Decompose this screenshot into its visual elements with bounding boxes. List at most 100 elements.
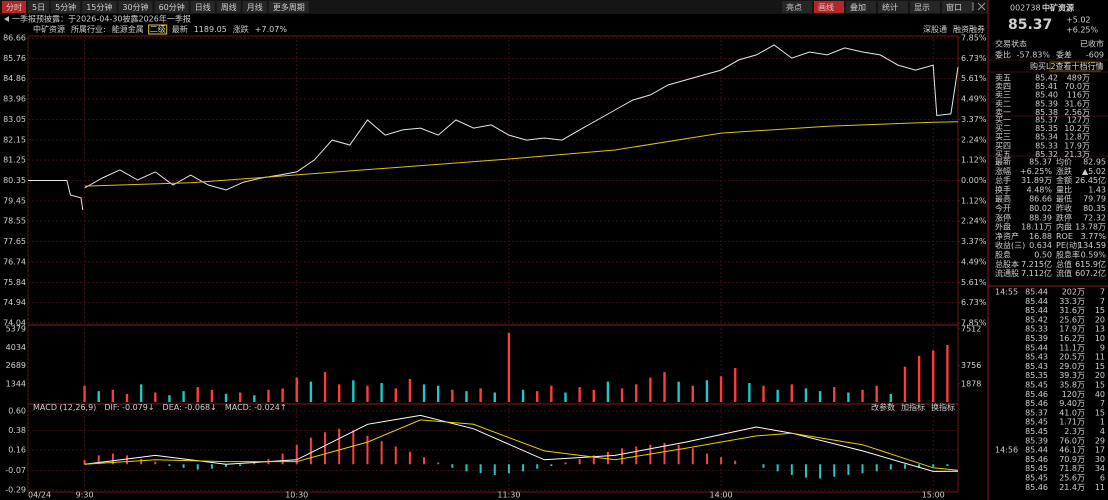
period-tab-bg[interactable]: [190, 1, 215, 13]
dif-line: [84, 414, 959, 472]
stat-label: 换手: [995, 184, 1011, 194]
diff: -609: [1086, 51, 1104, 60]
y-tick-label: 0.38: [8, 426, 26, 435]
volume-bar: [111, 389, 115, 402]
book-volume: 489万: [1067, 74, 1090, 83]
volume-bar: [606, 381, 610, 402]
tool-tab[interactable]: 显示: [914, 3, 930, 12]
trade-count: 30: [1095, 455, 1105, 464]
book-volume: 70.0万: [1064, 82, 1090, 91]
x-tick-label: 10:30: [285, 491, 308, 500]
macd-button[interactable]: 加指标: [901, 402, 925, 412]
tool-tab[interactable]: 画线: [818, 2, 834, 12]
tool-tab-bg[interactable]: [878, 1, 908, 13]
macd-bar: [776, 464, 779, 472]
x-tick-label: 14:00: [710, 491, 733, 500]
info-tag[interactable]: 深股通: [923, 24, 947, 34]
period-tab-bg[interactable]: [2, 1, 26, 13]
period-tab[interactable]: 30分钟: [122, 2, 148, 12]
trade-volume: 9.40万: [1059, 399, 1085, 408]
macd-bar: [182, 464, 185, 468]
x-tick-label: 15:00: [922, 491, 945, 500]
period-tab[interactable]: 更多周期: [273, 2, 305, 12]
volume-bar: [451, 389, 454, 402]
tool-tab-bg[interactable]: [910, 1, 940, 13]
period-tab-bg[interactable]: [216, 1, 241, 13]
y-tick-label: -0.29: [5, 486, 26, 495]
macd-bar: [875, 464, 878, 472]
volume-bar: [932, 350, 935, 402]
info-latest-label: 最新: [172, 24, 188, 34]
period-tab-bg[interactable]: [51, 1, 81, 13]
macd-button[interactable]: 改参数: [871, 402, 895, 412]
macd-button[interactable]: 换指标: [931, 402, 955, 412]
macd-bar: [677, 444, 680, 465]
tool-tab[interactable]: 叠加: [850, 2, 866, 12]
tool-tab[interactable]: 窗口: [946, 2, 962, 12]
macd-bar: [324, 432, 327, 465]
tool-tab[interactable]: 亮点: [786, 2, 802, 12]
tool-tab-bg[interactable]: [846, 1, 876, 13]
y-tick-label: 79.45: [3, 196, 26, 205]
stat-value: 4.48%: [1027, 185, 1053, 194]
period-tab-bg[interactable]: [154, 1, 189, 13]
period-tab[interactable]: 5日: [32, 3, 45, 12]
close-icon[interactable]: [977, 2, 986, 11]
trade-volume: 70.9万: [1059, 455, 1085, 464]
trade-count: 1: [1100, 418, 1105, 427]
volume-bar: [507, 332, 511, 402]
macd-bar: [564, 462, 567, 465]
period-tab[interactable]: 月线: [247, 2, 263, 12]
macd-bar: [97, 455, 100, 465]
tool-tab-bg[interactable]: [942, 1, 972, 13]
stat-value: 0.50: [1034, 251, 1052, 260]
info-tag[interactable]: 融资融券: [953, 24, 985, 34]
volume-bar: [592, 389, 595, 402]
y-tick-label: 0.16: [8, 446, 26, 455]
period-tab-bg[interactable]: [242, 1, 267, 13]
stat-value: 3.77%: [1081, 232, 1107, 241]
y2-tick-label: 5.61%: [961, 278, 987, 287]
macd-bar: [394, 446, 397, 465]
stat-label: 量比: [1056, 184, 1072, 194]
tool-tab-bg[interactable]: [782, 1, 812, 13]
trade-volume: 71.8万: [1059, 464, 1085, 473]
stat-value: 80.02: [1029, 204, 1052, 213]
period-tab[interactable]: 日线: [195, 2, 211, 12]
trade-price: 85.35: [1025, 371, 1048, 380]
period-tab[interactable]: 60分钟: [159, 2, 185, 12]
period-tab[interactable]: 15分钟: [86, 2, 112, 12]
volume-bar: [635, 384, 638, 402]
trade-count: 10: [1095, 334, 1105, 343]
macd-bar: [903, 464, 906, 469]
back-arrow[interactable]: [4, 16, 9, 22]
macd-bar: [946, 464, 949, 467]
l2-box[interactable]: [1049, 61, 1101, 72]
tool-tab-bg[interactable]: [814, 1, 844, 13]
period-tab-bg[interactable]: [118, 1, 153, 13]
stock-name: 中矿资源: [1042, 3, 1074, 13]
period-tab[interactable]: 分时: [6, 2, 22, 12]
period-tab-bg[interactable]: [82, 1, 117, 13]
period-tab[interactable]: 周线: [221, 2, 237, 12]
trade-volume: 31.6万: [1059, 306, 1085, 315]
macd-bar: [847, 464, 850, 475]
trade-count: 15: [1095, 306, 1105, 315]
status-label: 交易状态: [995, 39, 1027, 49]
level-box: [148, 24, 168, 35]
ratio-label: 委比: [995, 50, 1011, 60]
period-tab-bg[interactable]: [28, 1, 50, 13]
macd-bar: [154, 461, 157, 465]
tool-tab[interactable]: 统计: [882, 2, 898, 12]
trade-count: 7: [1100, 297, 1105, 306]
trade-count: 20: [1095, 315, 1105, 324]
stat-value: 607.2亿: [1075, 268, 1106, 278]
l2-link[interactable]: 购买L2查看十档行情: [1030, 61, 1104, 71]
volume-bar: [238, 392, 242, 402]
period-tab-bg[interactable]: [268, 1, 309, 13]
macd-bar: [833, 464, 836, 477]
y2-tick-label: 3756: [961, 361, 981, 370]
period-tab[interactable]: 5分钟: [55, 2, 76, 12]
y2-tick-label: 3.37%: [961, 237, 987, 246]
volume-bar: [309, 381, 313, 402]
